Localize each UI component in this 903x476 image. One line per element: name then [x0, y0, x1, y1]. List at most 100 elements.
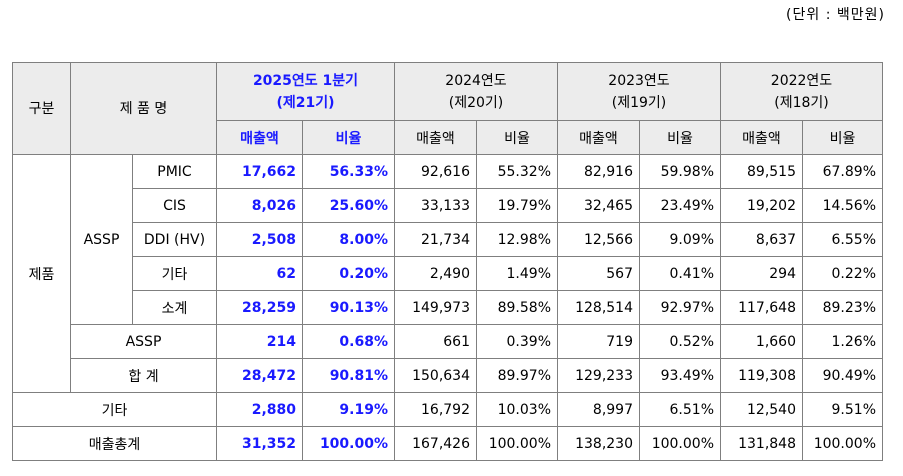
period-term: (제18기) [774, 94, 829, 111]
sales-header: 매출액 [720, 120, 803, 155]
period-year: 2022연도 [770, 72, 833, 89]
row-label: ASSP [70, 324, 217, 359]
value-cell: 92,616 [394, 154, 477, 189]
row-label: DDI (HV) [132, 222, 217, 257]
value-cell: 1,660 [720, 324, 803, 359]
period-year: 2023연도 [608, 72, 670, 89]
value-cell: 214 [216, 324, 303, 359]
ratio-header: 비율 [476, 120, 558, 155]
row-label: 매출총계 [12, 426, 217, 461]
value-cell: 0.52% [639, 324, 721, 359]
value-cell: 131,848 [720, 426, 803, 461]
value-cell: 90.13% [302, 290, 395, 325]
value-cell: 1.26% [802, 324, 883, 359]
value-cell: 9.09% [639, 222, 721, 257]
value-cell: 9.19% [302, 392, 395, 427]
table-row: CIS 8,026 25.60% 33,133 19.79% 32,465 23… [13, 188, 883, 223]
ratio-header: 비율 [302, 120, 395, 155]
value-cell: 59.98% [639, 154, 721, 189]
value-cell: 2,508 [216, 222, 303, 257]
ratio-header: 비율 [802, 120, 883, 155]
value-cell: 100.00% [802, 426, 883, 461]
value-cell: 16,792 [394, 392, 477, 427]
value-cell: 6.51% [639, 392, 721, 427]
value-cell: 12.98% [476, 222, 558, 257]
period-year: 2024연도 [445, 72, 507, 89]
sales-table: 구분 제 품 명 2025연도 1분기 (제21기) 2024연도 (제20기)… [12, 62, 883, 461]
value-cell: 93.49% [639, 358, 721, 393]
value-cell: 119,308 [720, 358, 803, 393]
value-cell: 150,634 [394, 358, 477, 393]
value-cell: 25.60% [302, 188, 395, 223]
value-cell: 14.56% [802, 188, 883, 223]
value-cell: 567 [557, 256, 640, 291]
table-row: 소계 28,259 90.13% 149,973 89.58% 128,514 … [13, 290, 883, 325]
value-cell: 0.22% [802, 256, 883, 291]
period-term: (제19기) [611, 94, 667, 111]
product-name-header: 제 품 명 [70, 62, 217, 155]
row-label: 합 계 [70, 358, 217, 393]
value-cell: 167,426 [394, 426, 477, 461]
value-cell: 89.97% [476, 358, 558, 393]
value-cell: 0.41% [639, 256, 721, 291]
value-cell: 117,648 [720, 290, 803, 325]
unit-note: (단위 : 백만원) [786, 7, 885, 23]
value-cell: 92.97% [639, 290, 721, 325]
period-header-2023: 2023연도 (제19기) [557, 62, 721, 121]
sales-header: 매출액 [557, 120, 640, 155]
value-cell: 8.00% [302, 222, 395, 257]
value-cell: 21,734 [394, 222, 477, 257]
period-header-2024: 2024연도 (제20기) [394, 62, 558, 121]
table-row: DDI (HV) 2,508 8.00% 21,734 12.98% 12,56… [13, 222, 883, 257]
value-cell: 89.23% [802, 290, 883, 325]
value-cell: 19.79% [476, 188, 558, 223]
value-cell: 138,230 [557, 426, 640, 461]
table-row: ASSP 214 0.68% 661 0.39% 719 0.52% 1,660… [13, 324, 883, 359]
table-row: 기타 62 0.20% 2,490 1.49% 567 0.41% 294 0.… [13, 256, 883, 291]
header-row-1: 구분 제 품 명 2025연도 1분기 (제21기) 2024연도 (제20기)… [12, 62, 883, 155]
period-term: (제20기) [448, 94, 504, 111]
row-label: 소계 [132, 290, 217, 325]
value-cell: 6.55% [802, 222, 883, 257]
value-cell: 129,233 [557, 358, 640, 393]
value-cell: 56.33% [302, 154, 395, 189]
row-label: PMIC [132, 154, 217, 189]
row-label: CIS [132, 188, 217, 223]
value-cell: 8,026 [216, 188, 303, 223]
sales-header: 매출액 [394, 120, 477, 155]
value-cell: 9.51% [802, 392, 883, 427]
value-cell: 12,566 [557, 222, 640, 257]
value-cell: 2,880 [216, 392, 303, 427]
value-cell: 294 [720, 256, 803, 291]
table-row: 기타 2,880 9.19% 16,792 10.03% 8,997 6.51%… [12, 392, 883, 427]
value-cell: 90.49% [802, 358, 883, 393]
value-cell: 1.49% [476, 256, 558, 291]
row-label: 기타 [12, 392, 217, 427]
value-cell: 33,133 [394, 188, 477, 223]
table-row: 제품 ASSP PMIC 17,662 56.33% 92,616 55.32%… [12, 154, 883, 393]
value-cell: 100.00% [476, 426, 558, 461]
value-cell: 0.68% [302, 324, 395, 359]
row-label: 기타 [132, 256, 217, 291]
sales-header: 매출액 [216, 120, 303, 155]
value-cell: 89,515 [720, 154, 803, 189]
value-cell: 0.20% [302, 256, 395, 291]
value-cell: 8,997 [557, 392, 640, 427]
value-cell: 28,259 [216, 290, 303, 325]
value-cell: 661 [394, 324, 477, 359]
ratio-header: 비율 [639, 120, 721, 155]
period-header-2025q1: 2025연도 1분기 (제21기) [216, 62, 395, 121]
value-cell: 8,637 [720, 222, 803, 257]
value-cell: 2,490 [394, 256, 477, 291]
value-cell: 62 [216, 256, 303, 291]
value-cell: 31,352 [216, 426, 303, 461]
group-products: 제품 [12, 154, 71, 393]
value-cell: 32,465 [557, 188, 640, 223]
value-cell: 67.89% [802, 154, 883, 189]
value-cell: 0.39% [476, 324, 558, 359]
value-cell: 10.03% [476, 392, 558, 427]
table-row: 합 계 28,472 90.81% 150,634 89.97% 129,233… [13, 358, 883, 393]
value-cell: 100.00% [302, 426, 395, 461]
value-cell: 128,514 [557, 290, 640, 325]
value-cell: 90.81% [302, 358, 395, 393]
